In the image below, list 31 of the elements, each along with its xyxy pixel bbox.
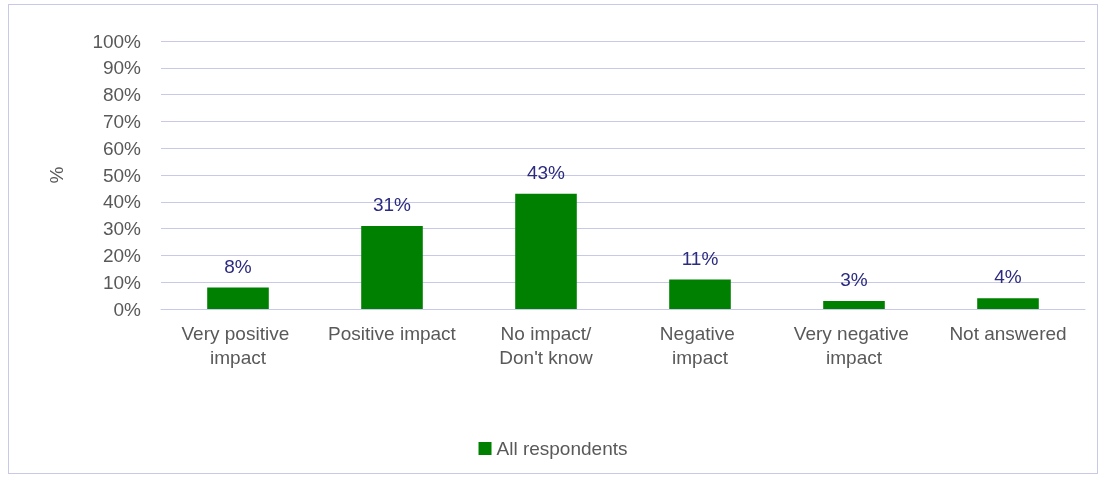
bar <box>977 298 1039 309</box>
y-tick-label: 0% <box>113 298 142 320</box>
x-tick-label: No impact/Don't know <box>499 322 593 368</box>
y-axis-title: % <box>46 166 67 184</box>
x-tick-label: Positive impact <box>328 322 457 344</box>
data-label: 3% <box>840 268 868 290</box>
y-tick-label: 80% <box>102 84 142 106</box>
bar <box>515 193 577 309</box>
y-tick-label: 100% <box>92 30 142 52</box>
y-tick-label: 30% <box>102 218 142 240</box>
x-tick-label: Very positive impact <box>181 322 295 368</box>
x-tick-label: Not answered <box>949 322 1067 344</box>
bar <box>207 287 269 309</box>
legend-label: All respondents <box>496 438 628 459</box>
y-tick-label: 60% <box>102 137 142 159</box>
data-label: 11% <box>681 247 719 269</box>
data-label: 8% <box>224 255 252 277</box>
x-tick-label: Very negative impact <box>793 322 915 368</box>
bar <box>669 279 731 309</box>
data-label: 31% <box>372 193 412 215</box>
bar <box>823 300 885 309</box>
y-tick-label: 90% <box>102 57 142 79</box>
y-tick-label: 10% <box>102 271 142 293</box>
y-tick-label: 40% <box>102 191 142 213</box>
y-tick-label: 50% <box>102 164 142 186</box>
bar <box>361 225 423 309</box>
y-tick-label: 20% <box>102 244 142 266</box>
x-tick-label: Negative impact <box>659 322 741 368</box>
data-label: 43% <box>526 161 566 183</box>
y-tick-label: 70% <box>102 110 142 132</box>
data-label: 4% <box>994 266 1022 288</box>
